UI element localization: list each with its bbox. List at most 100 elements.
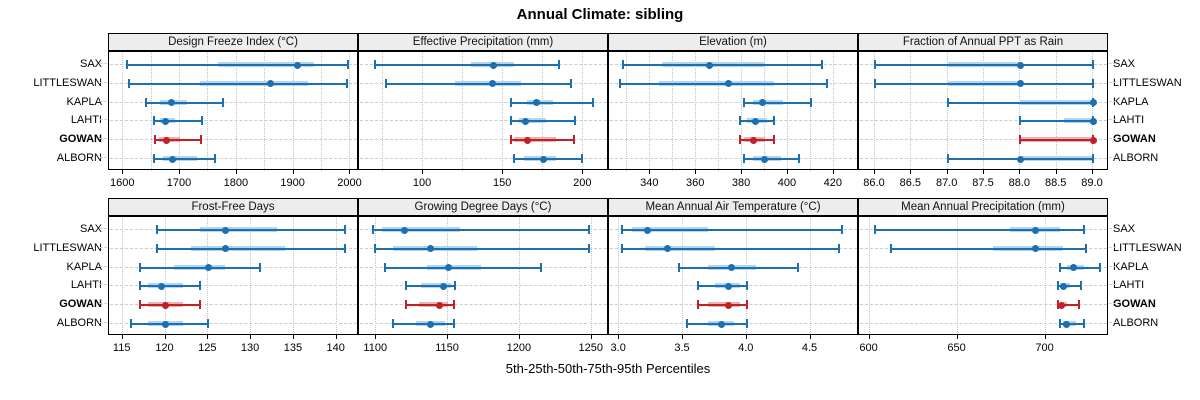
grid-line-vertical [542, 52, 544, 171]
panel-body [108, 51, 358, 171]
whisker-cap [155, 225, 158, 234]
whisker-cap [374, 60, 377, 69]
axis-tick-label: 87.5 [972, 177, 994, 189]
whisker-cap [452, 319, 455, 328]
quantile-line-5-95 [373, 229, 589, 231]
whisker-cap [221, 97, 224, 107]
quantile-line-5-95 [374, 247, 589, 250]
axis-tick-mark [868, 335, 870, 339]
median-dot [539, 155, 547, 163]
median-dot [759, 99, 767, 107]
site-label-left: SAX [79, 223, 102, 235]
site-label-right: GOWAN [1113, 298, 1156, 311]
whisker-cap [1092, 154, 1094, 163]
median-dot [533, 99, 541, 107]
grid-line-horizontal [860, 323, 1107, 324]
whisker-cap [153, 154, 156, 163]
axis-tick-label: 86.5 [899, 177, 922, 189]
site-label-right: ALBORN [1113, 317, 1159, 329]
axis-tick-label: 1700 [166, 177, 192, 189]
grid-line-horizontal [860, 139, 1107, 141]
whisker-cap [452, 300, 455, 310]
axis-tick-mark [1044, 335, 1046, 339]
axis-tick-mark [946, 170, 948, 174]
quantile-line-5-95 [156, 229, 346, 231]
gutter-dash [100, 81, 107, 83]
axis-tick-label: 130 [240, 342, 260, 354]
gutter-dash [1109, 100, 1116, 102]
grid-line-horizontal [360, 158, 607, 159]
axis-tick-mark [590, 335, 592, 339]
median-dot [523, 136, 531, 144]
whisker-cap [127, 78, 130, 88]
axis-tick-label: 1200 [506, 342, 532, 354]
grid-line-vertical [121, 217, 123, 336]
quantile-line-5-95 [514, 158, 582, 160]
grid-line-horizontal [360, 139, 607, 141]
site-label-left: LAHTI [70, 114, 102, 127]
grid-line-vertical [292, 52, 294, 171]
median-dot [1063, 320, 1071, 328]
panel-body [608, 51, 858, 171]
whisker-cap [743, 154, 746, 163]
axis-tick-label: 88.0 [1008, 177, 1031, 189]
axis-tick-mark [983, 170, 984, 174]
whisker-cap [126, 60, 129, 69]
whisker-cap [372, 225, 375, 234]
whisker-cap [1085, 243, 1088, 253]
whisker-cap [743, 97, 746, 107]
whisker-cap [773, 116, 776, 126]
whisker-cap [697, 300, 700, 310]
whisker-cap [587, 225, 590, 234]
axis-tick-mark [786, 170, 788, 174]
whisker-cap [154, 135, 157, 145]
axis-tick-label: 650 [947, 342, 966, 354]
whisker-cap [1079, 281, 1082, 291]
quantile-line-5-95 [686, 323, 747, 325]
median-dot [1016, 61, 1024, 69]
grid-line-vertical [462, 52, 464, 171]
axis-tick-label: 135 [283, 342, 303, 354]
gutter-dash [100, 246, 107, 248]
whisker-cap [587, 243, 590, 253]
grid-line-vertical [207, 52, 209, 171]
grid-line-horizontal [860, 304, 1107, 306]
axis-tick-label: 88.5 [1044, 177, 1067, 189]
median-dot [221, 245, 229, 253]
whisker-cap [1019, 135, 1022, 145]
whisker-cap [346, 60, 349, 69]
quantile-line-5-95 [698, 285, 747, 288]
panel-body [858, 51, 1108, 171]
quantile-line-5-95 [1057, 285, 1081, 288]
site-label-left: KAPLA [66, 95, 102, 108]
grid-line-vertical [250, 217, 252, 336]
grid-line-vertical [321, 52, 323, 171]
site-label-right: KAPLA [1113, 260, 1149, 273]
panel-header: Frost-Free Days [108, 198, 358, 216]
median-dot [725, 282, 733, 290]
quantile-line-5-95 [621, 229, 843, 231]
grid-line-horizontal [360, 285, 607, 287]
whisker-cap [837, 243, 840, 253]
median-dot [664, 245, 672, 253]
whisker-cap [1083, 319, 1086, 328]
axis-tick-mark [292, 335, 294, 339]
grid-line-horizontal [110, 304, 357, 306]
panel-header: Fraction of Annual PPT as Rain [858, 33, 1108, 51]
gutter-dash [1109, 228, 1116, 229]
median-dot [162, 136, 170, 144]
median-dot [1089, 117, 1097, 125]
whisker-cap [144, 97, 147, 107]
whisker-cap [1056, 300, 1059, 310]
site-label-left: LITTLESWAN [33, 241, 102, 254]
axis-tick-mark [122, 170, 124, 174]
grid-line-vertical [164, 217, 166, 336]
whisker-cap [155, 243, 158, 253]
grid-line-vertical [235, 52, 237, 171]
axis-tick-label: 380 [731, 177, 751, 189]
median-dot [749, 136, 757, 144]
whisker-cap [620, 225, 623, 234]
median-dot [761, 155, 769, 163]
axis-tick-mark [502, 170, 504, 174]
site-label-left: LAHTI [70, 279, 102, 292]
